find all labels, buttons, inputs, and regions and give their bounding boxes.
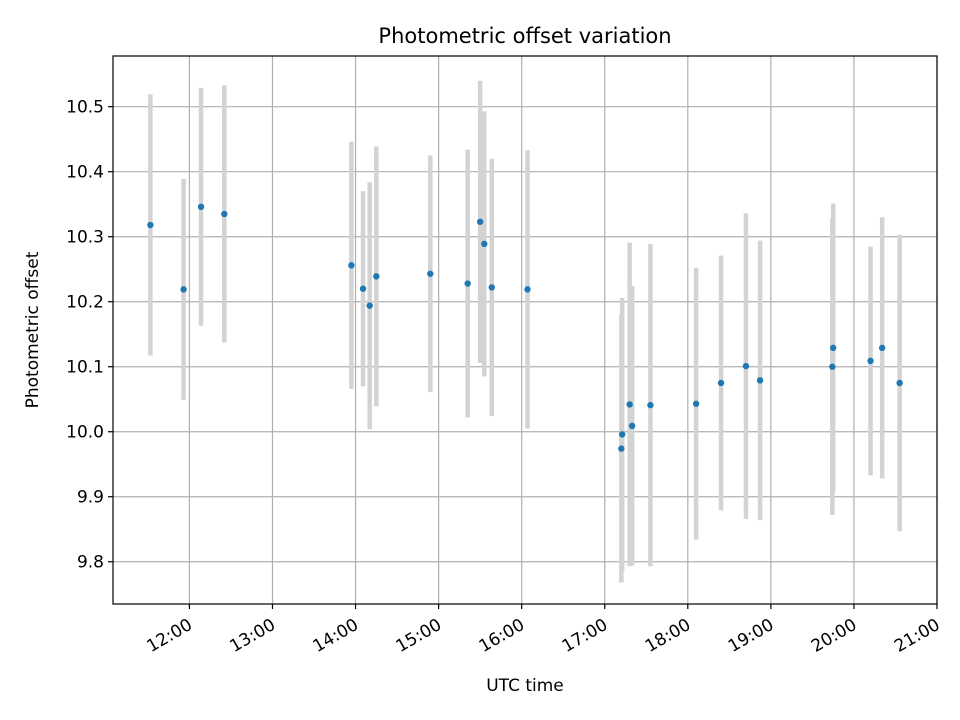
data-point (359, 285, 367, 292)
data-points (147, 203, 903, 452)
y-tick-label: 10.5 (66, 98, 104, 118)
data-point (348, 262, 355, 269)
y-tick-label: 10.3 (66, 228, 104, 248)
y-tick-label: 10.1 (66, 358, 104, 378)
y-tick-label: 9.9 (77, 488, 104, 508)
data-point (618, 445, 625, 452)
data-point (742, 362, 750, 370)
data-point (647, 401, 654, 409)
x-axis-label: UTC time (486, 676, 564, 696)
data-point (618, 431, 626, 438)
grid (113, 56, 938, 604)
data-point (829, 344, 837, 352)
data-point (427, 270, 434, 277)
y-axis: 9.8 9.9 10.0 10.1 10.2 10.3 10.4 10.5 (66, 98, 113, 573)
plot-frame (112, 55, 938, 605)
data-point (464, 280, 471, 287)
y-axis-label: Photometric offset (23, 251, 43, 408)
data-point (488, 284, 495, 291)
data-point (628, 422, 636, 430)
data-point (756, 377, 764, 384)
chart-title: Photometric offset variation (378, 24, 671, 48)
y-tick-label: 10.0 (66, 423, 104, 443)
data-point (366, 302, 373, 309)
y-tick-label: 10.4 (66, 163, 104, 183)
data-point (373, 273, 380, 280)
data-point (717, 379, 725, 387)
data-point (878, 344, 886, 352)
data-point (829, 363, 836, 370)
data-point (197, 203, 205, 211)
data-point (481, 240, 488, 248)
data-point (180, 286, 187, 293)
data-point (626, 401, 633, 408)
data-point (524, 286, 531, 293)
data-point (896, 379, 903, 387)
data-point (692, 400, 700, 407)
data-point (221, 210, 228, 218)
y-tick-label: 9.8 (77, 553, 104, 573)
data-point (867, 357, 874, 365)
data-point (147, 221, 154, 229)
data-point (476, 218, 484, 225)
y-tick-label: 10.2 (66, 293, 104, 313)
